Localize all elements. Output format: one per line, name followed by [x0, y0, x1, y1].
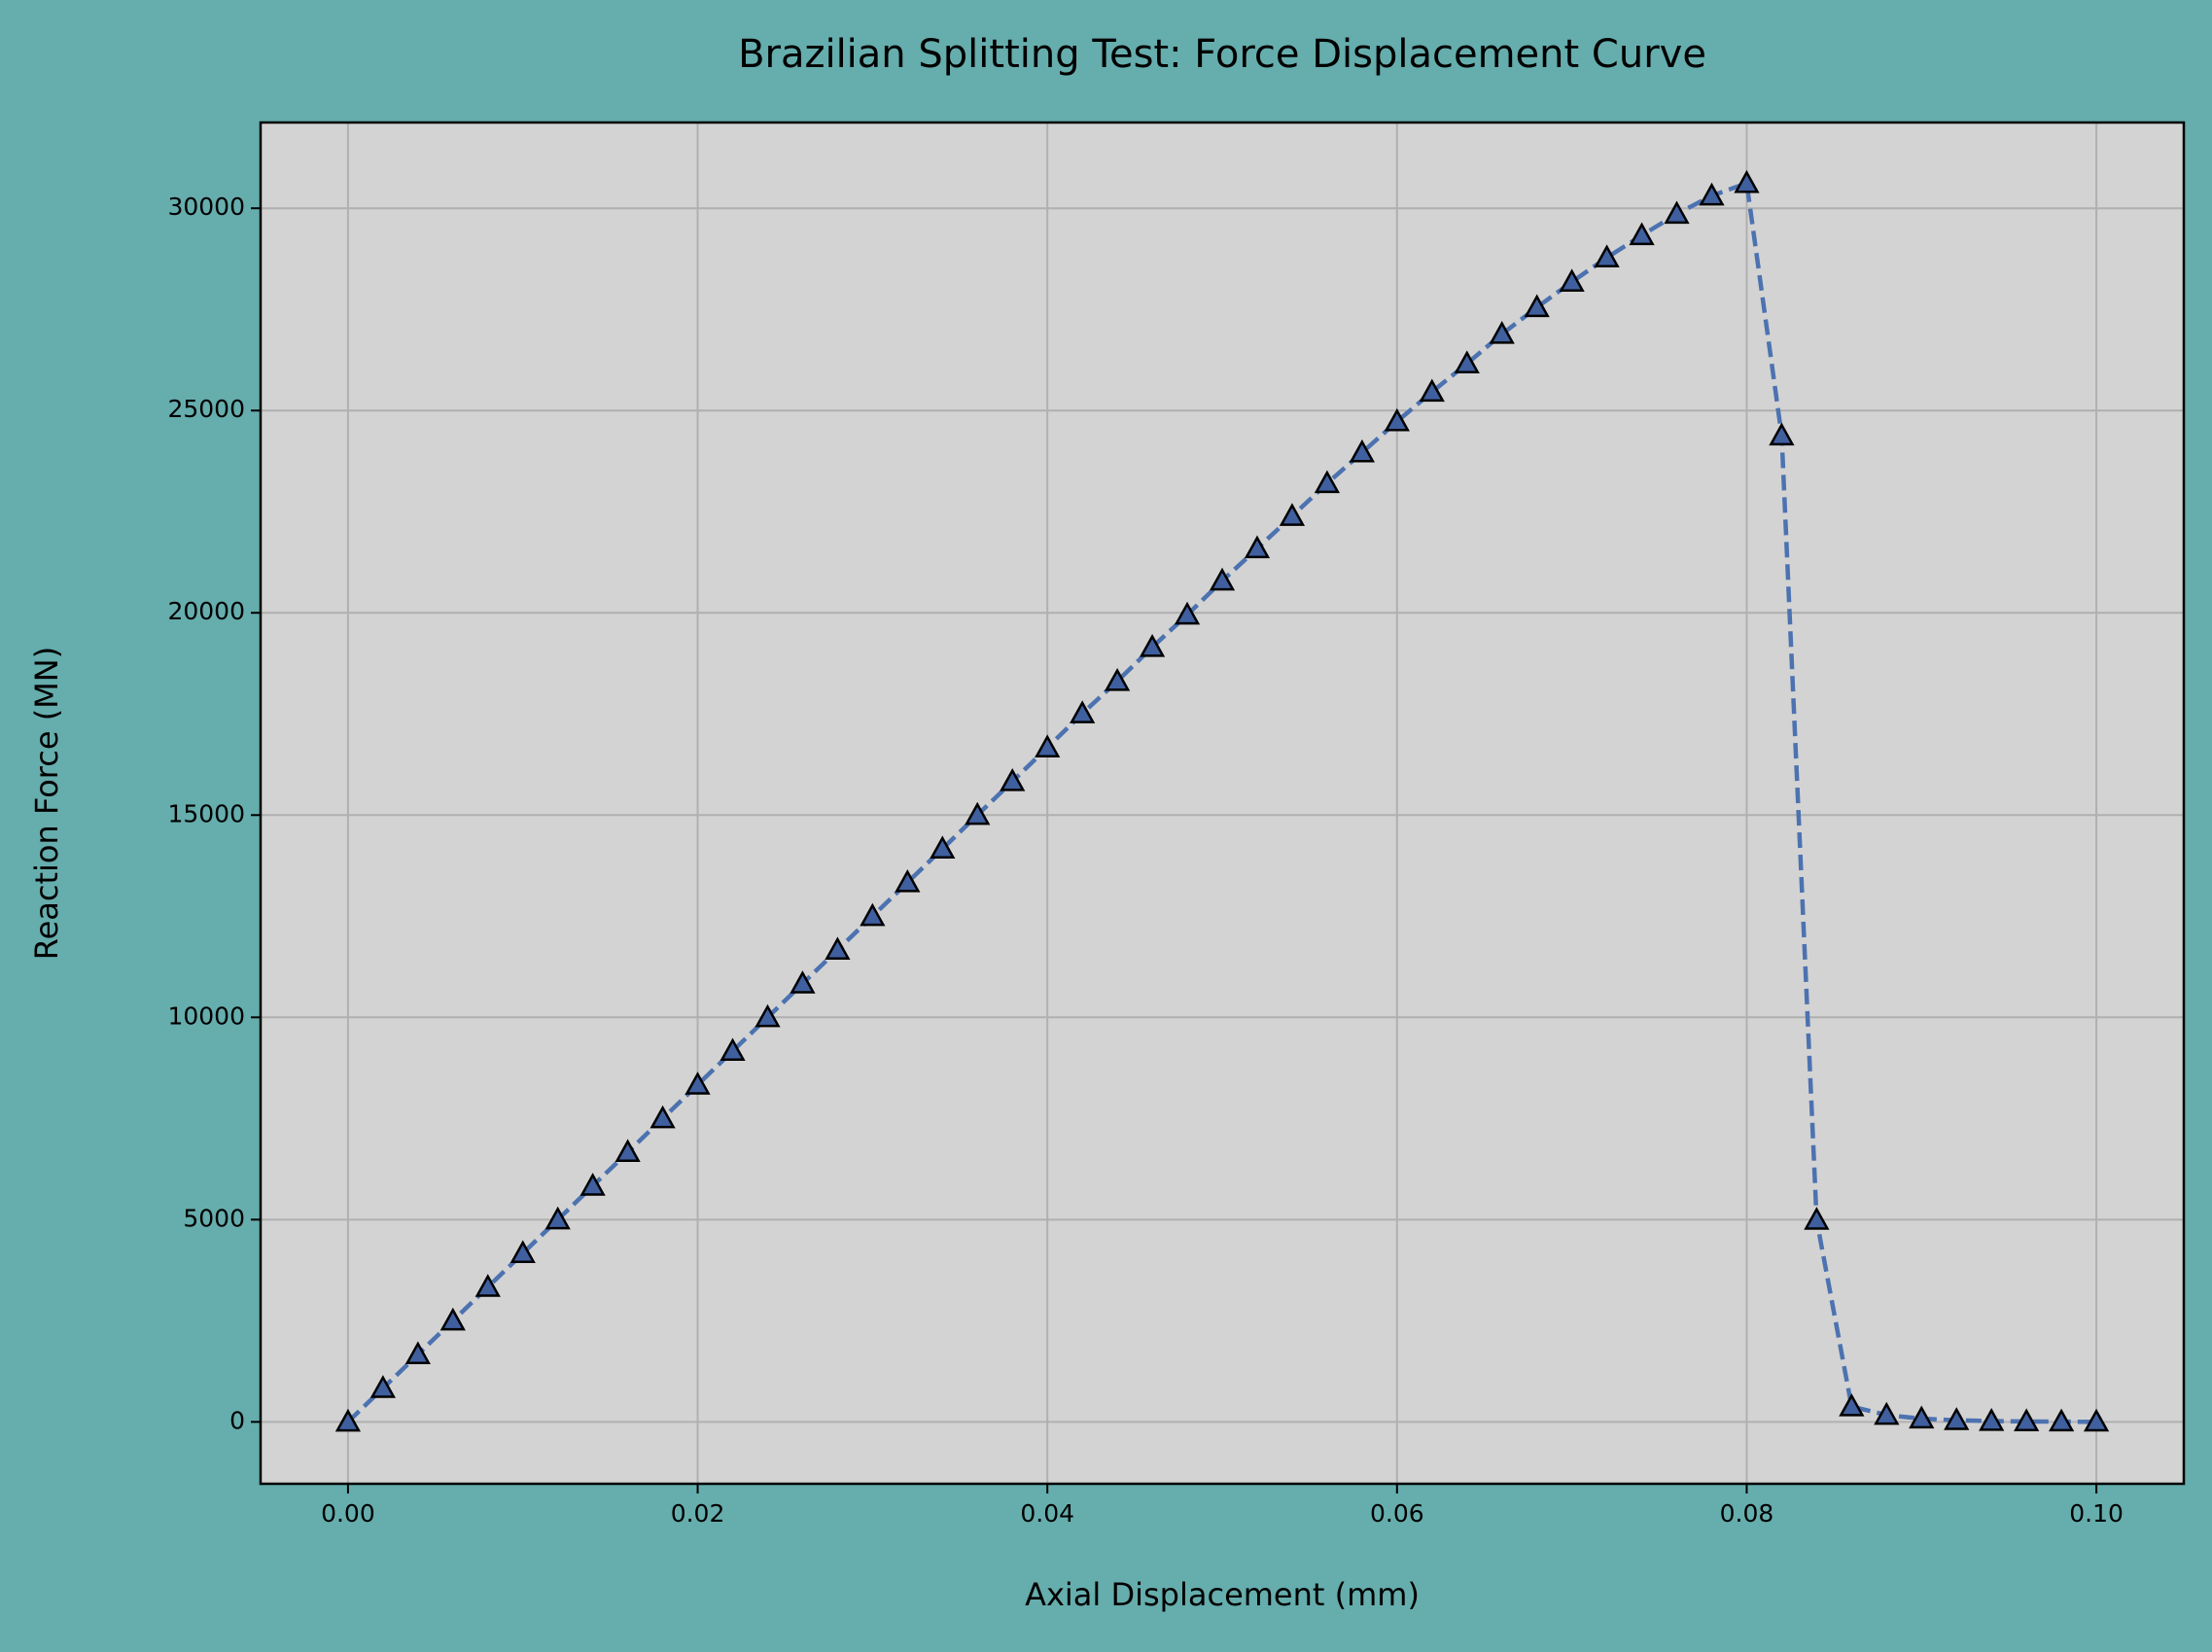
- marker: [1944, 1407, 1970, 1430]
- marker: [334, 1408, 362, 1432]
- y-axis-label: Reaction Force (MN): [28, 647, 65, 960]
- marker: [685, 1072, 711, 1095]
- y-tick-label: 0: [229, 1406, 245, 1434]
- marker: [2083, 1408, 2110, 1432]
- marker: [1349, 439, 1375, 463]
- marker: [1699, 182, 1725, 206]
- marker: [1734, 169, 1760, 193]
- marker: [369, 1375, 396, 1398]
- x-tick-label: 0.04: [1020, 1499, 1074, 1528]
- marker: [1454, 350, 1480, 374]
- marker: [650, 1105, 676, 1129]
- plot-area: [261, 123, 2184, 1484]
- marker: [544, 1206, 571, 1230]
- marker: [1035, 734, 1061, 757]
- marker: [509, 1240, 536, 1264]
- y-tick-label: 5000: [183, 1204, 245, 1232]
- marker: [930, 835, 956, 859]
- marker: [1314, 470, 1341, 494]
- x-axis-label: Axial Displacement (mm): [1025, 1576, 1420, 1613]
- marker: [1174, 601, 1201, 625]
- marker: [1104, 667, 1131, 691]
- marker: [1909, 1405, 1935, 1429]
- y-tick-label: 20000: [167, 597, 245, 625]
- marker: [1874, 1401, 1900, 1425]
- x-tick-label: 0.02: [671, 1499, 725, 1528]
- marker: [439, 1307, 466, 1331]
- marker: [1244, 535, 1271, 559]
- marker: [404, 1341, 431, 1365]
- marker: [1804, 1207, 1830, 1230]
- marker: [825, 936, 851, 960]
- marker: [614, 1139, 641, 1163]
- marker: [1384, 407, 1410, 432]
- chart-title: Brazilian Splitting Test: Force Displace…: [738, 32, 1706, 77]
- marker: [860, 902, 886, 927]
- marker: [1070, 700, 1096, 723]
- marker: [1524, 294, 1550, 318]
- marker: [1419, 378, 1445, 403]
- x-tick-label: 0.10: [2069, 1499, 2124, 1528]
- marker: [790, 970, 816, 994]
- marker: [1769, 422, 1795, 446]
- x-tick-label: 0.08: [1720, 1499, 1774, 1528]
- y-tick-label: 15000: [167, 799, 245, 827]
- y-tick-label: 25000: [167, 395, 245, 423]
- marker: [579, 1173, 606, 1196]
- marker: [1664, 200, 1690, 225]
- marker: [720, 1037, 746, 1062]
- y-tick-label: 10000: [167, 1002, 245, 1030]
- marker: [2014, 1408, 2040, 1431]
- x-tick-label: 0.00: [321, 1499, 375, 1528]
- marker: [895, 869, 921, 893]
- y-tick-label: 30000: [167, 193, 245, 221]
- marker: [2049, 1408, 2075, 1432]
- marker: [965, 801, 991, 826]
- x-tick-label: 0.06: [1370, 1499, 1424, 1528]
- marker: [1839, 1392, 1865, 1417]
- marker: [474, 1274, 501, 1297]
- plot-frame: [259, 121, 2186, 1486]
- marker: [1594, 244, 1620, 268]
- marker: [1139, 634, 1166, 657]
- marker: [1979, 1407, 2005, 1431]
- marker: [1000, 768, 1026, 791]
- marker: [1629, 222, 1655, 246]
- marker: [1209, 567, 1236, 591]
- marker: [1279, 503, 1306, 526]
- marker: [1489, 321, 1515, 344]
- marker: [755, 1003, 781, 1028]
- marker: [1559, 268, 1585, 292]
